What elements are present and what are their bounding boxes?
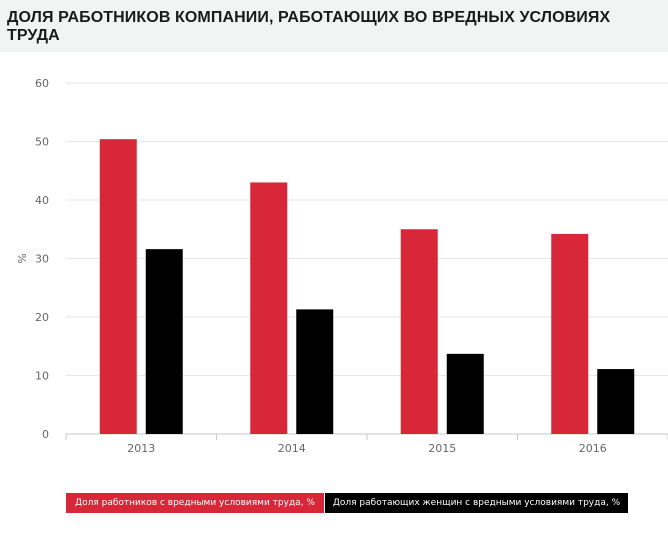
bar-series-1-2016[interactable] <box>551 233 589 434</box>
bar-series-2-2016[interactable] <box>597 369 635 434</box>
y-tick-label: 0 <box>42 428 49 441</box>
y-tick-label: 20 <box>35 311 49 324</box>
x-tick-label: 2016 <box>579 442 607 455</box>
bar-series-1-2013[interactable] <box>99 139 137 434</box>
legend-label-series-1: Доля работников с вредными условиями тру… <box>75 498 315 508</box>
chart-title: ДОЛЯ РАБОТНИКОВ КОМПАНИИ, РАБОТАЮЩИХ ВО … <box>7 9 611 44</box>
x-tick-label: 2013 <box>127 442 155 455</box>
chart-area: 0 10 20 30 40 50 60 % 2013 2014 2015 2016 <box>16 77 668 455</box>
x-tick-label: 2014 <box>278 442 306 455</box>
y-tick-label: 60 <box>35 77 49 90</box>
y-tick-label: 40 <box>35 194 49 207</box>
legend-item-series-2[interactable]: Доля работающих женщин с вредными услови… <box>325 493 628 513</box>
x-axis: 2013 2014 2015 2016 <box>65 434 668 455</box>
bar-series-2-2013[interactable] <box>145 249 183 434</box>
x-tick-label: 2015 <box>428 442 456 455</box>
bar-series-1-2015[interactable] <box>400 229 438 434</box>
y-tick-label: 30 <box>35 253 49 266</box>
y-tick-label: 50 <box>35 136 49 149</box>
bar-series-1-2014[interactable] <box>250 182 288 434</box>
title-band: ДОЛЯ РАБОТНИКОВ КОМПАНИИ, РАБОТАЮЩИХ ВО … <box>0 0 668 52</box>
legend-label-series-2: Доля работающих женщин с вредными услови… <box>332 498 621 508</box>
bar-series-2-2014[interactable] <box>296 309 334 434</box>
y-tick-label: 10 <box>35 370 49 383</box>
y-axis-ticks: 0 10 20 30 40 50 60 <box>35 77 49 441</box>
legend-item-series-1[interactable]: Доля работников с вредными условиями тру… <box>66 493 324 513</box>
bar-series-2-2015[interactable] <box>446 353 484 434</box>
y-axis-label: % <box>16 253 29 263</box>
bars <box>99 139 635 434</box>
